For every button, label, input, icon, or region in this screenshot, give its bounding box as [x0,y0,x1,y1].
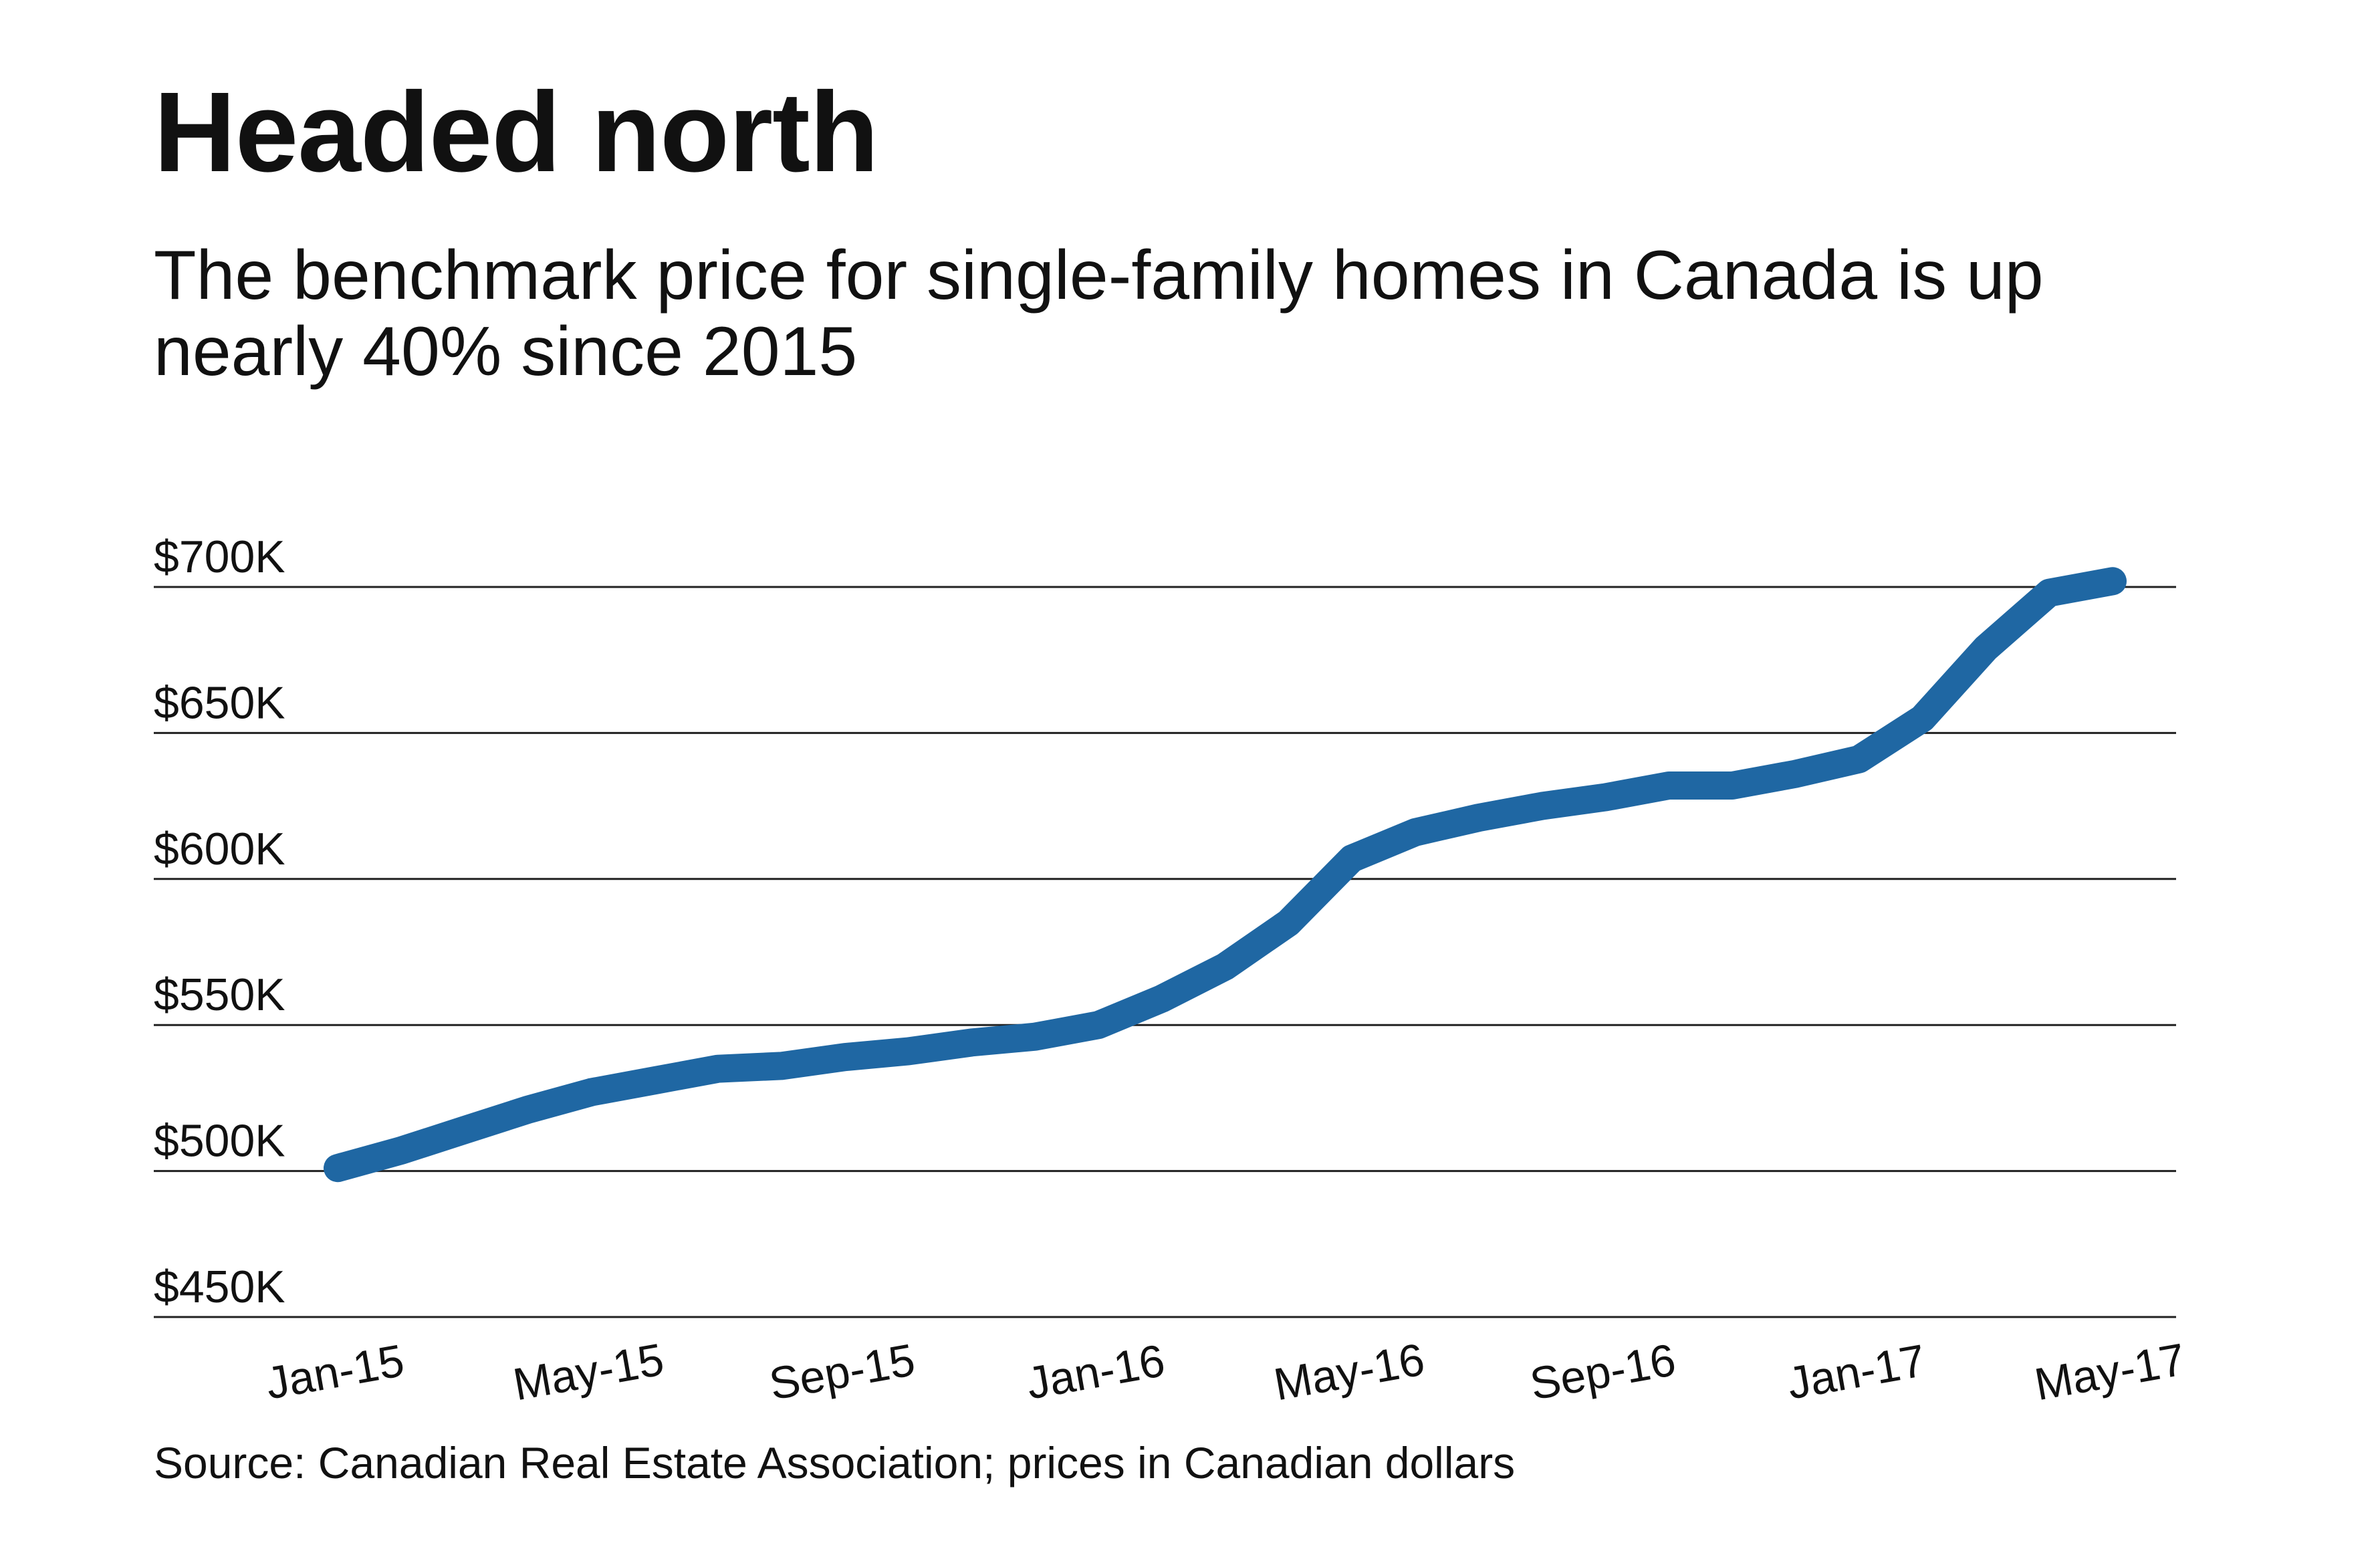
data-point [652,1078,657,1083]
data-point [462,1127,467,1132]
data-point [335,1165,340,1171]
data-point [2046,590,2052,596]
data-point [398,1148,404,1153]
data-point [1540,804,1545,809]
grid-lines [154,586,2176,1318]
series-group [324,567,2127,1183]
y-tick-label: $550K [154,969,285,1020]
y-tick-label: $450K [154,1262,285,1312]
data-point [588,1090,594,1095]
x-tick-label: Jan-17 [1784,1335,1929,1409]
x-tick-label: Sep-16 [1526,1334,1679,1410]
x-tick-label: May-15 [509,1334,668,1410]
y-tick-label: $700K [154,531,285,582]
x-tick-label: Jan-16 [1023,1335,1169,1409]
data-point [1793,771,1798,777]
data-point [1096,1022,1101,1028]
x-tick-label: May-17 [2031,1334,2189,1410]
x-tick-label: May-16 [1270,1334,1429,1410]
y-tick-label: $500K [154,1116,285,1167]
y-tick-label: $650K [154,677,285,728]
source-note: Source: Canadian Real Estate Association… [154,1438,1516,1487]
data-point [1349,856,1354,861]
data-point [1159,996,1165,1001]
data-point [1223,964,1228,969]
data-point [1730,783,1735,788]
data-point [1666,783,1671,788]
data-point [842,1054,848,1060]
data-point [905,1049,911,1054]
data-point [2110,578,2115,584]
line-chart: $700K $650K $600K $550K $500K $450K Jan-15 May… [154,531,2189,1410]
data-point [715,1066,721,1072]
data-point [1920,716,1925,721]
data-point [1476,815,1481,820]
data-point [1413,830,1418,835]
data-point [525,1107,530,1112]
series-line [324,567,2127,1183]
data-point [1286,920,1291,925]
data-point [1983,646,1988,651]
data-point [1032,1034,1038,1040]
chart-title: Headed north [154,69,879,196]
x-axis-tick-labels: Jan-15 May-15 Sep-15 Jan-16 May-16 Sep-16 Jan-… [262,1334,2189,1410]
data-point [1857,757,1862,762]
data-point [969,1040,974,1045]
x-tick-label: Jan-15 [262,1335,408,1409]
x-tick-label: Sep-15 [765,1334,919,1410]
data-point [779,1063,784,1068]
data-point [1602,794,1608,800]
y-tick-label: $600K [154,824,285,874]
y-axis-tick-labels: $700K $650K $600K $550K $500K $450K [154,531,285,1312]
chart-subtitle: The benchmark price for single-family ho… [154,237,2044,391]
